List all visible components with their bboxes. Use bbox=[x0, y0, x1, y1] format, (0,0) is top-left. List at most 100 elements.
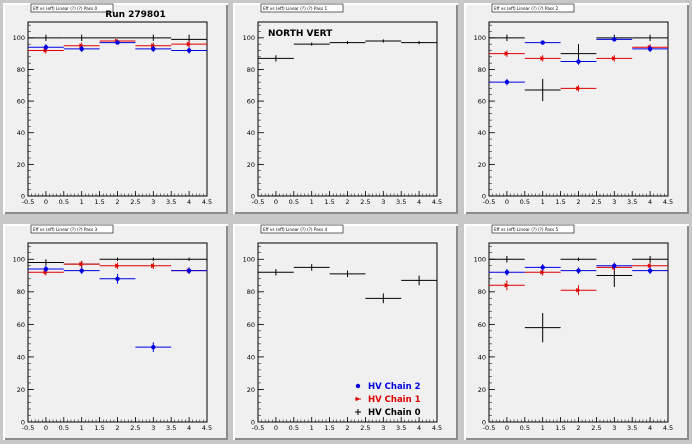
data-point bbox=[596, 55, 633, 62]
panel-1: Eff vs (eff) Linear (?) (?) Pass 0-0.5 0 0… bbox=[3, 3, 228, 214]
y-tick-label: 100 bbox=[13, 34, 25, 42]
x-tick-label: 0 bbox=[505, 198, 509, 206]
plot-area bbox=[27, 21, 208, 197]
y-tick-label: 40 bbox=[247, 353, 255, 361]
marker-dot bbox=[79, 268, 84, 273]
data-point bbox=[63, 45, 100, 53]
data-point bbox=[524, 40, 561, 45]
y-tick-label: 80 bbox=[247, 288, 255, 296]
legend-marker-triangle bbox=[355, 396, 361, 402]
x-tick-label: 0.5 bbox=[520, 198, 530, 206]
series-chain0 bbox=[28, 34, 207, 45]
marker-dot bbox=[79, 46, 84, 52]
x-tick-label: -0.5 bbox=[483, 424, 496, 432]
series-chain2 bbox=[28, 265, 207, 353]
data-point bbox=[63, 260, 100, 268]
y-tick-label: 60 bbox=[17, 97, 25, 105]
marker-dot bbox=[504, 79, 510, 85]
y-tick-label: 100 bbox=[243, 256, 255, 264]
x-tick-label: 4 bbox=[417, 198, 421, 206]
y-tick-label: 40 bbox=[247, 129, 255, 137]
data-point bbox=[489, 78, 525, 86]
legend-entry-chain2: HV Chain 2 bbox=[355, 382, 421, 392]
panel-title-frame bbox=[491, 224, 575, 234]
panel-title: Eff vs (eff) Linear (?) (?) Pass 5 bbox=[494, 227, 558, 232]
x-tick-label: 4 bbox=[187, 198, 191, 206]
panel-title: Eff vs (eff) Linear (?) (?) Pass 2 bbox=[494, 6, 558, 11]
data-point bbox=[99, 40, 136, 45]
x-tick-label: 2.5 bbox=[591, 424, 601, 432]
y-tick-label: 60 bbox=[478, 97, 486, 105]
legend-entry-chain0: HV Chain 0 bbox=[355, 408, 421, 418]
marker-dot bbox=[647, 268, 653, 273]
data-point bbox=[489, 256, 525, 263]
marker-triangle bbox=[504, 51, 510, 56]
marker-dot bbox=[186, 48, 192, 53]
y-tick-label: 100 bbox=[474, 256, 486, 264]
x-tick-label: 3 bbox=[151, 198, 155, 206]
data-point bbox=[28, 265, 64, 273]
x-tick-label: 0.5 bbox=[289, 198, 299, 206]
x-tick-label: 3.5 bbox=[627, 198, 637, 206]
data-point bbox=[632, 256, 668, 263]
data-point bbox=[99, 262, 136, 270]
x-tick-label: 2 bbox=[345, 424, 349, 432]
x-tick-label: 4 bbox=[187, 424, 191, 432]
panel-3: Eff vs (eff) Linear (?) (?) Pass 2 -0.5 0 0… bbox=[464, 3, 689, 214]
marker-triangle bbox=[647, 263, 653, 269]
x-tick-label: 3.5 bbox=[396, 424, 406, 432]
marker-dot bbox=[151, 46, 156, 52]
plot-area bbox=[257, 21, 438, 197]
data-point bbox=[99, 273, 136, 284]
panel-annotation: NORTH VERT bbox=[268, 29, 333, 39]
x-tick-label: 1 bbox=[310, 198, 314, 206]
x-tick-label: 1 bbox=[541, 424, 545, 432]
data-point bbox=[135, 257, 172, 261]
x-tick-label: 2 bbox=[345, 198, 349, 206]
y-tick-label: 80 bbox=[478, 288, 486, 296]
data-point bbox=[135, 262, 172, 270]
data-point bbox=[28, 259, 64, 266]
panel-title: Eff vs (eff) Linear (?) (?) Pass 3 bbox=[33, 227, 97, 232]
x-tick-label: 0 bbox=[44, 424, 48, 432]
data-point bbox=[293, 264, 330, 271]
marker-dot bbox=[612, 263, 617, 268]
plot-area bbox=[27, 242, 208, 423]
panel-title-box: Eff vs (eff) Linear (?) (?) Pass 2 bbox=[491, 3, 575, 13]
y-tick-label: 20 bbox=[478, 386, 486, 394]
x-tick-label: 2.5 bbox=[130, 424, 140, 432]
marker-dot bbox=[43, 45, 49, 50]
x-tick-label: -0.5 bbox=[22, 198, 35, 206]
marker-dot bbox=[612, 37, 617, 42]
data-point bbox=[489, 50, 525, 57]
x-tick-label: 4 bbox=[648, 424, 652, 432]
y-tick-label: 0 bbox=[251, 192, 255, 200]
y-tick-label: 20 bbox=[247, 386, 255, 394]
series-chain2 bbox=[28, 40, 207, 54]
y-tick-label: 80 bbox=[17, 66, 25, 74]
x-tick-label: 1.5 bbox=[324, 424, 334, 432]
marker-dot bbox=[540, 265, 545, 270]
marker-triangle bbox=[612, 56, 617, 61]
marker-triangle bbox=[576, 86, 581, 91]
x-tick-label: 4 bbox=[417, 424, 421, 432]
marker-triangle bbox=[576, 287, 581, 293]
data-point bbox=[632, 34, 668, 41]
x-tick-label: 2.5 bbox=[591, 198, 601, 206]
y-tick-label: 40 bbox=[478, 353, 486, 361]
x-tick-label: 4.5 bbox=[663, 198, 673, 206]
y-tick-label: 0 bbox=[21, 418, 25, 426]
data-point bbox=[28, 34, 64, 41]
series-chain0 bbox=[489, 256, 668, 343]
series-chain1 bbox=[489, 262, 668, 296]
x-tick-label: -0.5 bbox=[483, 198, 496, 206]
x-tick-label: 0 bbox=[274, 198, 278, 206]
x-tick-label: 4.5 bbox=[202, 424, 212, 432]
marker-dot bbox=[540, 40, 545, 45]
marker-triangle bbox=[540, 56, 545, 61]
data-point bbox=[171, 257, 207, 261]
x-tick-label: 3 bbox=[151, 424, 155, 432]
data-point bbox=[632, 45, 668, 53]
y-tick-label: 0 bbox=[251, 418, 255, 426]
